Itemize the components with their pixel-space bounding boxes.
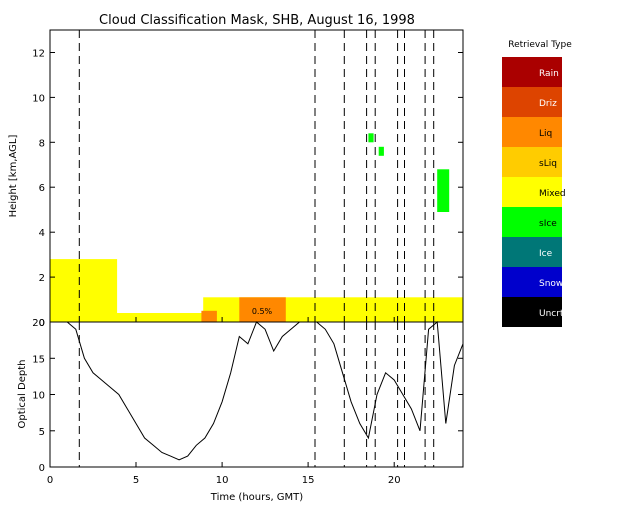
legend-label-mixed: Mixed [539, 189, 566, 199]
legend-swatch-driz [502, 87, 562, 117]
depth-y-axis-label: Optical Depth [17, 360, 28, 429]
depth-x-tick-label-5: 5 [133, 475, 139, 486]
mask-regions [50, 133, 463, 322]
depth-y-tick-label-5: 5 [39, 427, 45, 438]
mask-y-tick-label-6: 6 [39, 183, 45, 194]
region-mixed-1 [50, 259, 118, 313]
mask-y-tick-label-4: 4 [39, 228, 45, 239]
legend-swatch-sliq [502, 147, 562, 177]
depth-x-tick-label-15: 15 [302, 475, 315, 486]
legend-label-ice: Ice [539, 249, 553, 259]
depth-x-tick-label-10: 10 [216, 475, 229, 486]
legend-swatch-liq [502, 117, 562, 147]
legend-label-snow: Snow [539, 279, 563, 289]
classification-mask-panel: Cloud Classification Mask, SHB, August 1… [8, 13, 464, 329]
depth-x-tick-label-0: 0 [47, 475, 53, 486]
mask-title: Cloud Classification Mask, SHB, August 1… [99, 13, 415, 28]
legend-swatch-sice [502, 207, 562, 237]
depth-y-tick-label-20: 20 [32, 318, 45, 329]
legend-swatch-mixed [502, 177, 562, 207]
mask-y-tick-label-8: 8 [39, 138, 45, 149]
legend-label-driz: Driz [539, 99, 557, 109]
region-sice-6 [437, 169, 450, 212]
depth-y-tick-label-0: 0 [39, 463, 45, 474]
legend-swatch-uncrt [502, 297, 562, 327]
depth-dashed-lines [78, 322, 435, 467]
retrieval-type-legend: Retrieval Type Rain Driz Liq sLiq Mixed sIce I… [502, 40, 572, 327]
legend-title: Retrieval Type [508, 40, 572, 50]
depth-x-tick-label-20: 20 [388, 475, 401, 486]
legend-label-liq: Liq [539, 129, 552, 139]
mask-dashed-lines [78, 30, 435, 322]
mask-y-tick-label-12: 12 [32, 49, 45, 60]
depth-y-tick-label-10: 10 [32, 391, 45, 402]
mask-y-tick-label-0: 0 [39, 318, 45, 329]
depth-y-ticks: 0 5 10 15 20 [32, 318, 463, 474]
legend-label-rain: Rain [539, 69, 559, 79]
legend-label-sice: sIce [539, 219, 557, 229]
legend-swatch-ice [502, 237, 562, 267]
legend-swatch-snow [502, 267, 562, 297]
mask-y-ticks: 0 2 4 6 8 10 12 [32, 49, 463, 329]
legend-label-sliq: sLiq [539, 159, 557, 169]
legend-label-uncrt: Uncrt [539, 309, 564, 319]
region-liq-4 [239, 297, 286, 322]
mask-y-axis-label: Height [km,AGL] [8, 135, 19, 218]
optical-depth-panel: 0 5 10 15 20 0 5 10 15 20 Optical Depth Time (ho… [17, 318, 464, 503]
mask-annotation: 0.5% [252, 307, 273, 316]
mask-y-tick-label-10: 10 [32, 93, 45, 104]
legend-swatch-rain [502, 57, 562, 87]
depth-x-ticks: 0 5 10 15 20 [47, 462, 401, 486]
region-sice-8 [378, 146, 384, 156]
depth-x-axis-label: Time (hours, GMT) [210, 492, 304, 503]
depth-y-tick-label-15: 15 [32, 354, 45, 365]
region-liq-5 [201, 310, 217, 322]
mask-y-tick-label-2: 2 [39, 273, 45, 284]
region-sice-7 [368, 133, 374, 143]
legend-items: Rain Driz Liq sLiq Mixed sIce Ice Snow Uncrt [502, 57, 566, 327]
